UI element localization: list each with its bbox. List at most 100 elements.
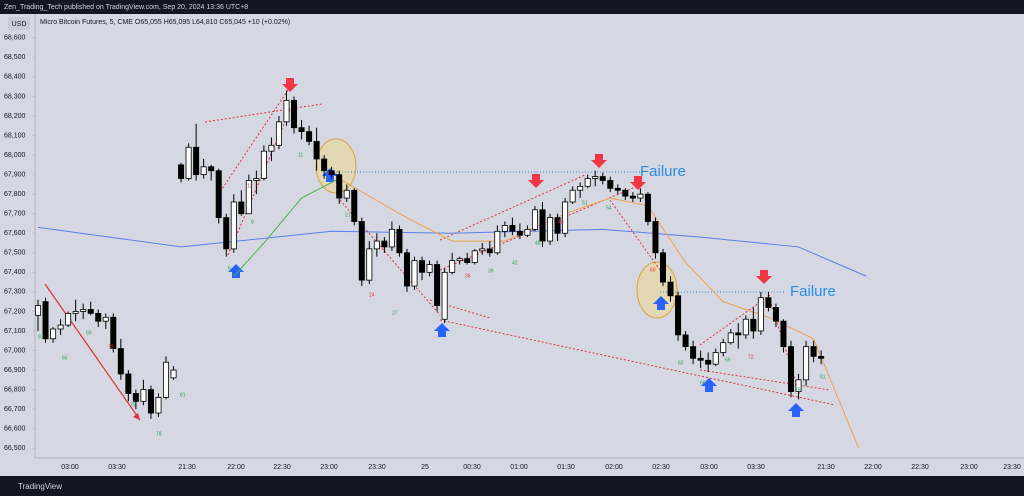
candle-body [569,189,576,203]
y-tick-label: 68,300 [4,93,26,100]
top-bar [0,0,1024,14]
footer-bar [0,476,1024,496]
y-tick-label: 67,400 [4,269,26,276]
candle-body [42,301,49,340]
candle-body [705,359,712,365]
y-tick-label: 67,300 [4,289,26,296]
y-tick-label: 68,500 [4,54,26,61]
candle-body [230,201,237,250]
y-tick-label: 68,100 [4,132,26,139]
candle-body [193,146,200,176]
y-tick-label: 68,200 [4,113,26,120]
candle-body [72,311,79,314]
x-tick-label: 03:30 [108,464,126,471]
candle-body [185,146,192,179]
candle-body [170,369,177,379]
x-tick-label: 23:30 [368,464,386,471]
candle-body [313,140,320,160]
candle-body [629,195,636,199]
x-tick-label: 23:00 [320,464,338,471]
candle-body [65,312,72,326]
bar-count: 21 [345,212,351,218]
y-tick-label: 68,400 [4,74,26,81]
candle-body [486,248,493,254]
candle-body [388,228,395,248]
bar-count: 72 [748,354,754,360]
candle-body [283,99,290,123]
red-arrow-head [133,413,140,420]
candle-body [132,393,139,402]
x-tick-label: 03:30 [747,464,765,471]
bar-count: 51 [582,200,588,206]
candle-body [275,121,282,146]
bar-count: 54 [606,205,612,211]
bar-count: 45 [535,240,541,246]
bar-count: 78 [795,387,801,393]
candle-body [464,258,471,263]
candle-body [554,217,561,234]
y-tick-label: 66,600 [4,426,26,433]
candle-body [373,240,380,250]
candle-body [321,158,328,172]
candle-body [456,258,463,262]
annotation: Failure [640,163,686,180]
bar-count: 6 [228,265,231,271]
candle-body [652,221,659,254]
candle-body [539,209,546,242]
bar-count: 66 [700,380,706,386]
candle-body [208,166,215,172]
x-tick-label: 03:00 [61,464,79,471]
candle-body [223,217,230,250]
y-tick-label: 67,100 [4,328,26,335]
candle-body [803,346,810,381]
candle-body [644,193,651,222]
candle-body [396,228,403,254]
y-tick-label: 66,900 [4,367,26,374]
trend-lines [204,89,836,406]
x-tick-label: 21:30 [178,464,196,471]
candle-body [592,176,599,179]
candle-body [599,176,606,181]
bar-count: 75 [130,402,136,408]
candle-body [765,297,772,308]
x-tick-label: 25 [421,464,429,471]
candle-body [426,264,433,273]
moving-average [233,178,340,277]
candle-body [291,99,298,129]
candle-body [95,312,102,322]
candle-body [675,295,682,336]
candle-body [80,309,87,312]
candle-body [524,228,531,236]
y-tick-label: 66,800 [4,386,26,393]
candle-body [795,379,802,392]
candle-body [268,144,275,152]
candle-body [577,185,584,191]
x-tick-label: 22:00 [864,464,882,471]
red-arrow [44,283,141,421]
candle-body [449,260,456,273]
candle-body [328,170,335,176]
candle-body [147,389,154,414]
y-tick-label: 66,700 [4,406,26,413]
y-tick-label: 66,500 [4,445,26,452]
candle-body [298,127,305,133]
x-tick-label: 23:30 [1003,464,1021,471]
candle-body [772,307,779,322]
bar-count: 27 [392,310,398,316]
candle-body [547,217,554,242]
bar-count: 81 [820,374,826,380]
candle-body [411,260,418,287]
candle-body [163,361,170,398]
candle-body [607,180,614,189]
y-tick-label: 68,000 [4,152,26,159]
footer-logo: TradingView [18,482,62,491]
candle-body [584,178,591,187]
currency: USD [12,21,27,28]
candle-body [810,346,817,357]
candle-body [253,178,260,181]
x-tick-label: 02:00 [605,464,623,471]
moving-average [338,178,860,449]
candle-body [102,316,109,322]
candle-body [57,324,64,330]
